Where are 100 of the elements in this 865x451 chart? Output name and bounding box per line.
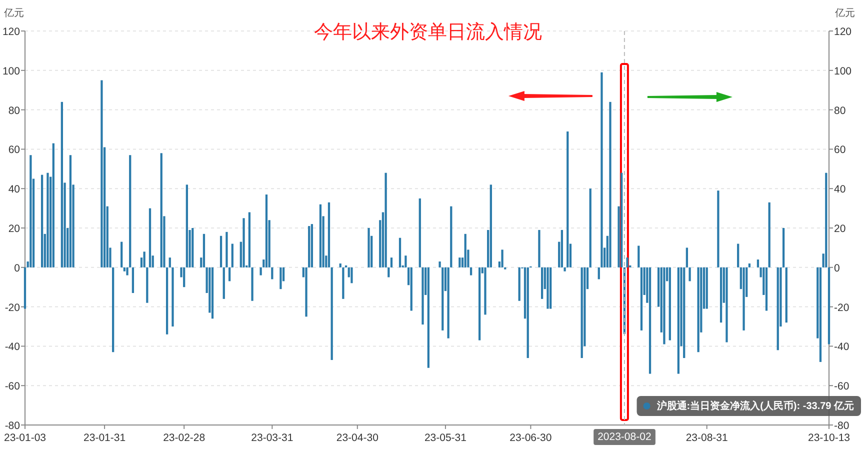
bar	[782, 228, 785, 268]
bar	[686, 248, 688, 268]
bar	[768, 202, 770, 268]
bar	[390, 258, 393, 268]
bar	[538, 230, 540, 268]
y2-tick-label: 20	[834, 223, 846, 235]
y-tick-label: 40	[8, 184, 20, 196]
bar	[748, 263, 751, 268]
y2-tick-label: -40	[834, 341, 850, 354]
y-tick-label: 60	[8, 144, 20, 156]
bar	[501, 250, 504, 268]
bar	[384, 172, 387, 268]
annotation: 沪股通:当日资金净流入(人民币): -33.79 亿元	[656, 400, 854, 412]
bar	[450, 206, 452, 268]
y-axis-title: 亿元	[3, 8, 24, 19]
bar	[186, 184, 188, 268]
x-tick-label: 23-03-31	[251, 432, 294, 444]
bar	[211, 267, 214, 319]
y2-tick-label: -20	[834, 302, 850, 314]
bar	[418, 198, 421, 268]
bar	[172, 267, 174, 326]
bar	[160, 153, 162, 268]
bar	[464, 234, 466, 268]
bar	[60, 102, 63, 268]
y2-tick-label: 0	[834, 262, 840, 274]
bar	[447, 267, 450, 338]
bar	[339, 263, 342, 268]
bar	[220, 236, 222, 268]
bar	[526, 267, 529, 358]
bar	[726, 267, 728, 342]
bar	[697, 267, 700, 352]
bar	[192, 228, 194, 268]
x-tick-label: 23-01-03	[4, 432, 46, 444]
bar	[222, 267, 225, 299]
x-tick-label: 23-05-31	[424, 432, 467, 444]
y-tick-label: 80	[8, 104, 20, 117]
bar	[756, 260, 760, 268]
bar	[388, 267, 390, 278]
bar	[46, 172, 49, 268]
bar	[458, 258, 461, 268]
bar	[265, 194, 268, 268]
y2-tick-label: 40	[834, 184, 846, 196]
bar	[24, 267, 26, 309]
bar	[785, 267, 788, 323]
bar	[310, 224, 314, 268]
bar	[776, 267, 779, 350]
bar	[280, 267, 282, 290]
y-tick-label: -40	[4, 341, 20, 354]
bar	[368, 228, 370, 268]
bar	[132, 267, 134, 294]
bar	[677, 267, 680, 374]
bar	[638, 246, 640, 268]
bar	[398, 238, 402, 268]
y2-tick-label: 60	[834, 144, 846, 156]
bar	[688, 267, 691, 282]
ref-line-label: 2023-08-02	[598, 431, 652, 443]
bar	[228, 267, 231, 282]
bar	[30, 155, 32, 268]
bar	[271, 267, 274, 280]
x-tick-label: 23-01-31	[84, 432, 126, 444]
bar	[663, 267, 666, 344]
bar	[490, 184, 492, 268]
bar	[248, 212, 251, 268]
bar	[620, 172, 623, 268]
bar	[69, 155, 72, 268]
bar	[546, 267, 549, 309]
y2-tick-label: -60	[834, 380, 850, 393]
bar	[226, 232, 228, 268]
bar	[350, 267, 353, 284]
y2-tick-label: 100	[834, 65, 852, 78]
bar	[470, 267, 472, 276]
bar	[242, 218, 245, 268]
bar	[478, 267, 481, 340]
y-tick-label: 120	[2, 26, 20, 38]
bar	[148, 208, 152, 268]
bar	[550, 267, 552, 309]
bar	[404, 256, 407, 268]
y2-tick-label: 120	[834, 26, 852, 38]
x-tick-label: 23-02-28	[163, 432, 206, 444]
bar	[589, 188, 592, 268]
bar	[442, 267, 444, 330]
y-tick-label: -60	[4, 380, 20, 393]
bar	[328, 202, 330, 268]
bar	[126, 267, 128, 276]
x-tick-label: 23-06-30	[510, 432, 552, 444]
bar	[308, 226, 310, 268]
bar	[143, 252, 146, 268]
bar	[648, 267, 652, 374]
bar	[683, 267, 686, 358]
bar	[717, 190, 720, 268]
x-tick-label: 23-08-31	[686, 432, 728, 444]
bar	[626, 258, 628, 268]
bar	[706, 267, 708, 309]
bar	[484, 267, 486, 315]
bar	[560, 230, 564, 268]
bar	[112, 267, 114, 352]
bar	[825, 172, 828, 268]
bar	[819, 267, 822, 362]
bar	[231, 244, 234, 268]
bar	[518, 267, 520, 301]
